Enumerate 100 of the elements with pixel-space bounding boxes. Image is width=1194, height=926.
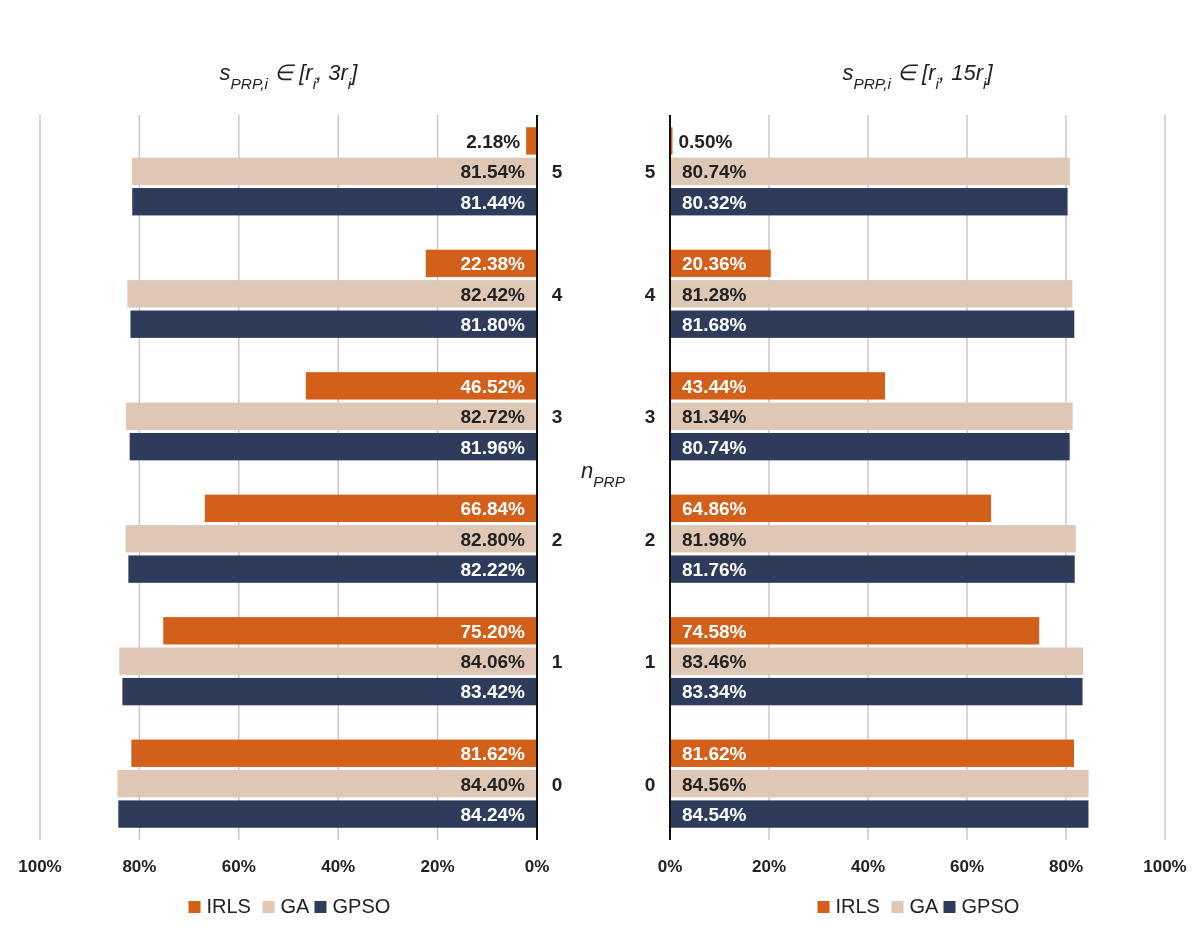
bar xyxy=(670,280,1073,308)
bar xyxy=(670,402,1073,430)
data-label: 82.22% xyxy=(460,558,526,580)
data-label: 83.34% xyxy=(682,681,747,703)
data-label: 81.62% xyxy=(682,743,747,765)
data-label: 82.72% xyxy=(460,406,526,428)
data-label: 22.38% xyxy=(460,253,526,275)
y-tick-label: 2 xyxy=(551,528,563,550)
bar xyxy=(131,739,537,767)
x-tick-label: 20% xyxy=(751,857,787,876)
data-label: 64.86% xyxy=(682,498,747,520)
data-label: 80.74% xyxy=(682,161,747,183)
bar xyxy=(670,432,1070,461)
bar xyxy=(130,310,537,338)
y-tick-label: 1 xyxy=(551,651,563,673)
y-tick-label: 0 xyxy=(644,773,656,795)
y-tick-label: 5 xyxy=(644,161,656,183)
x-tick-label: 100% xyxy=(1143,857,1187,876)
data-label: 81.68% xyxy=(682,314,747,336)
bar xyxy=(122,677,537,706)
bar xyxy=(118,800,537,828)
bar xyxy=(125,525,537,553)
bar xyxy=(117,769,537,798)
data-label: 83.46% xyxy=(682,651,747,673)
x-tick-label: 0% xyxy=(524,857,550,876)
data-label: 83.42% xyxy=(460,681,526,703)
y-tick-label: 4 xyxy=(551,283,563,305)
data-label: 81.98% xyxy=(682,528,747,550)
bar xyxy=(670,525,1076,553)
bar xyxy=(670,739,1075,767)
y-tick-label: 4 xyxy=(644,283,656,305)
bar xyxy=(526,127,537,155)
bar xyxy=(131,157,537,186)
y-tick-label: 2 xyxy=(644,528,656,550)
x-tick-label: 60% xyxy=(949,857,985,876)
bar xyxy=(670,310,1075,338)
data-label: 20.36% xyxy=(682,253,747,275)
bar xyxy=(670,555,1075,583)
bar xyxy=(670,769,1089,798)
legend-label: GA xyxy=(280,895,311,917)
x-tick-label: 20% xyxy=(420,857,455,876)
data-label: 81.96% xyxy=(460,436,526,458)
data-label: 0.50% xyxy=(678,130,733,152)
data-label: 81.62% xyxy=(460,743,526,765)
data-label: 84.40% xyxy=(460,773,526,795)
data-label: 82.80% xyxy=(460,528,526,550)
data-label: 82.42% xyxy=(460,283,526,305)
x-tick-label: 40% xyxy=(321,857,356,876)
data-label: 84.24% xyxy=(460,803,526,825)
data-label: 80.74% xyxy=(682,436,747,458)
y-tick-label: 0 xyxy=(551,773,563,795)
x-tick-label: 60% xyxy=(221,857,256,876)
y-tick-label: 5 xyxy=(551,161,563,183)
bar xyxy=(670,617,1040,645)
y-tick-label: 1 xyxy=(644,651,656,673)
data-label: 84.54% xyxy=(682,803,747,825)
chart-title: s$_{PRP,i}$ ∈ [r$_{i}$, 3r$_{i}$] xyxy=(219,60,359,92)
data-label: 81.76% xyxy=(682,558,747,580)
x-tick-label: 80% xyxy=(122,857,157,876)
bar xyxy=(128,555,537,583)
bar xyxy=(305,372,537,400)
bar xyxy=(670,800,1089,828)
y-tick-label: 3 xyxy=(551,406,563,428)
bar xyxy=(119,647,537,675)
data-label: 81.80% xyxy=(460,314,526,336)
data-label: 81.44% xyxy=(460,191,526,213)
bar xyxy=(163,617,537,645)
bar xyxy=(670,647,1084,675)
legend-label: GPSO xyxy=(332,895,391,917)
x-tick-label: 0% xyxy=(657,857,683,876)
data-label: 81.54% xyxy=(460,161,526,183)
data-label: 75.20% xyxy=(460,620,526,642)
data-label: 81.34% xyxy=(682,406,747,428)
x-tick-label: 100% xyxy=(18,857,62,876)
data-label: 84.56% xyxy=(682,773,747,795)
legend-label: GPSO xyxy=(961,895,1020,917)
bar xyxy=(132,188,537,216)
legend-label: IRLS xyxy=(206,895,251,917)
x-tick-label: 80% xyxy=(1048,857,1084,876)
bar xyxy=(670,157,1070,186)
y-tick-label: 3 xyxy=(644,406,656,428)
legend-label: IRLS xyxy=(835,895,880,917)
bar xyxy=(670,494,992,523)
data-label: 2.18% xyxy=(466,130,521,152)
data-label: 46.52% xyxy=(460,375,526,397)
bar xyxy=(127,280,537,308)
bar xyxy=(204,494,537,523)
bar xyxy=(125,402,537,430)
data-label: 66.84% xyxy=(460,498,526,520)
data-label: 43.44% xyxy=(682,375,747,397)
data-label: 74.58% xyxy=(682,620,747,642)
chart-title: s$_{PRP,i}$ ∈ [r$_{i}$, 15r$_{i}$] xyxy=(842,60,994,92)
y-axis-title: n$_{PRP}$ xyxy=(581,457,626,489)
bar xyxy=(670,372,886,400)
legend-label: GA xyxy=(909,895,940,917)
data-label: 84.06% xyxy=(460,651,526,673)
bar xyxy=(129,432,537,461)
bar xyxy=(670,677,1083,706)
bar xyxy=(670,188,1068,216)
data-label: 80.32% xyxy=(682,191,747,213)
